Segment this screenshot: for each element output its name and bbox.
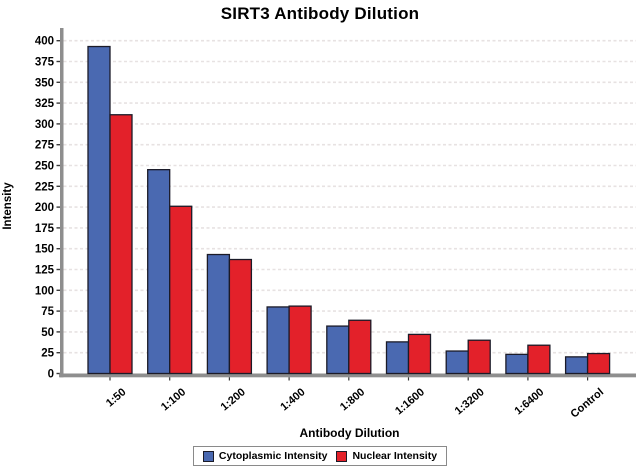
bar-nuclear-1:3200 <box>467 339 491 375</box>
x-tick-label-Control: Control <box>568 386 606 420</box>
y-tick-label-200: 200 <box>35 202 54 214</box>
x-tick-label-1:200: 1:200 <box>219 386 248 413</box>
y-tick-label-75: 75 <box>41 306 54 318</box>
nuclear-swatch-icon <box>336 450 348 462</box>
y-tick-label-175: 175 <box>35 223 55 235</box>
x-tick-label-1:3200: 1:3200 <box>453 386 487 417</box>
bar-nuclear-1:6400 <box>527 344 551 375</box>
bar-nuclear-1:100 <box>169 205 193 375</box>
bar-cytoplasmic-1:400 <box>266 306 290 375</box>
bar-cytoplasmic-1:50 <box>87 45 111 375</box>
x-tick-label-1:100: 1:100 <box>159 386 188 413</box>
chart-title: SIRT3 Antibody Dilution <box>220 4 420 23</box>
bar-cytoplasmic-1:200 <box>206 253 231 375</box>
legend-item-cytoplasmic: Cytoplasmic Intensity <box>202 450 328 462</box>
bar-cytoplasmic-1:800 <box>326 325 350 375</box>
bar-cytoplasmic-1:6400 <box>505 353 529 375</box>
y-tick-label-300: 300 <box>35 119 54 131</box>
x-tick-label-1:50: 1:50 <box>104 386 129 409</box>
bar-cytoplasmic-Control <box>564 356 589 375</box>
legend: Cytoplasmic Intensity Nuclear Intensity <box>0 446 640 466</box>
bar-nuclear-1:400 <box>288 305 312 375</box>
legend-label-nuclear: Nuclear Intensity <box>352 450 438 462</box>
y-axis-line <box>60 28 64 378</box>
bar-nuclear-1:800 <box>348 319 372 375</box>
x-axis-line <box>59 373 636 378</box>
legend-box: Cytoplasmic Intensity Nuclear Intensity <box>192 446 448 466</box>
bar-cytoplasmic-1:100 <box>147 169 171 375</box>
x-axis-title: Antibody Dilution <box>299 426 400 440</box>
y-tick-label-25: 25 <box>41 348 54 360</box>
y-tick-label-100: 100 <box>35 285 54 297</box>
bar-cytoplasmic-1:1600 <box>385 341 410 375</box>
bar-nuclear-1:50 <box>109 114 133 375</box>
y-tick-label-375: 375 <box>35 57 55 69</box>
y-tick-label-0: 0 <box>48 369 54 381</box>
legend-item-nuclear: Nuclear Intensity <box>336 450 437 462</box>
bar-nuclear-Control <box>586 352 611 375</box>
x-tick-label-1:400: 1:400 <box>278 386 307 413</box>
cytoplasmic-swatch-icon <box>202 450 214 462</box>
x-tick-label-1:6400: 1:6400 <box>512 386 546 417</box>
x-tick-label-1:800: 1:800 <box>338 386 367 413</box>
y-tick-label-225: 225 <box>35 181 55 193</box>
y-tick-label-250: 250 <box>35 161 54 173</box>
legend-label-cytoplasmic: Cytoplasmic Intensity <box>218 450 328 462</box>
y-tick-label-275: 275 <box>35 140 55 152</box>
bar-cytoplasmic-1:3200 <box>445 350 469 375</box>
y-tick-label-400: 400 <box>35 36 54 48</box>
y-tick-label-325: 325 <box>35 98 55 110</box>
bar-nuclear-1:200 <box>228 258 253 375</box>
y-tick-label-50: 50 <box>41 327 54 339</box>
y-tick-label-125: 125 <box>35 265 55 277</box>
y-tick-label-350: 350 <box>35 77 54 89</box>
bar-nuclear-1:1600 <box>407 333 432 375</box>
y-tick-label-150: 150 <box>35 244 54 256</box>
x-tick-label-1:1600: 1:1600 <box>393 386 427 417</box>
